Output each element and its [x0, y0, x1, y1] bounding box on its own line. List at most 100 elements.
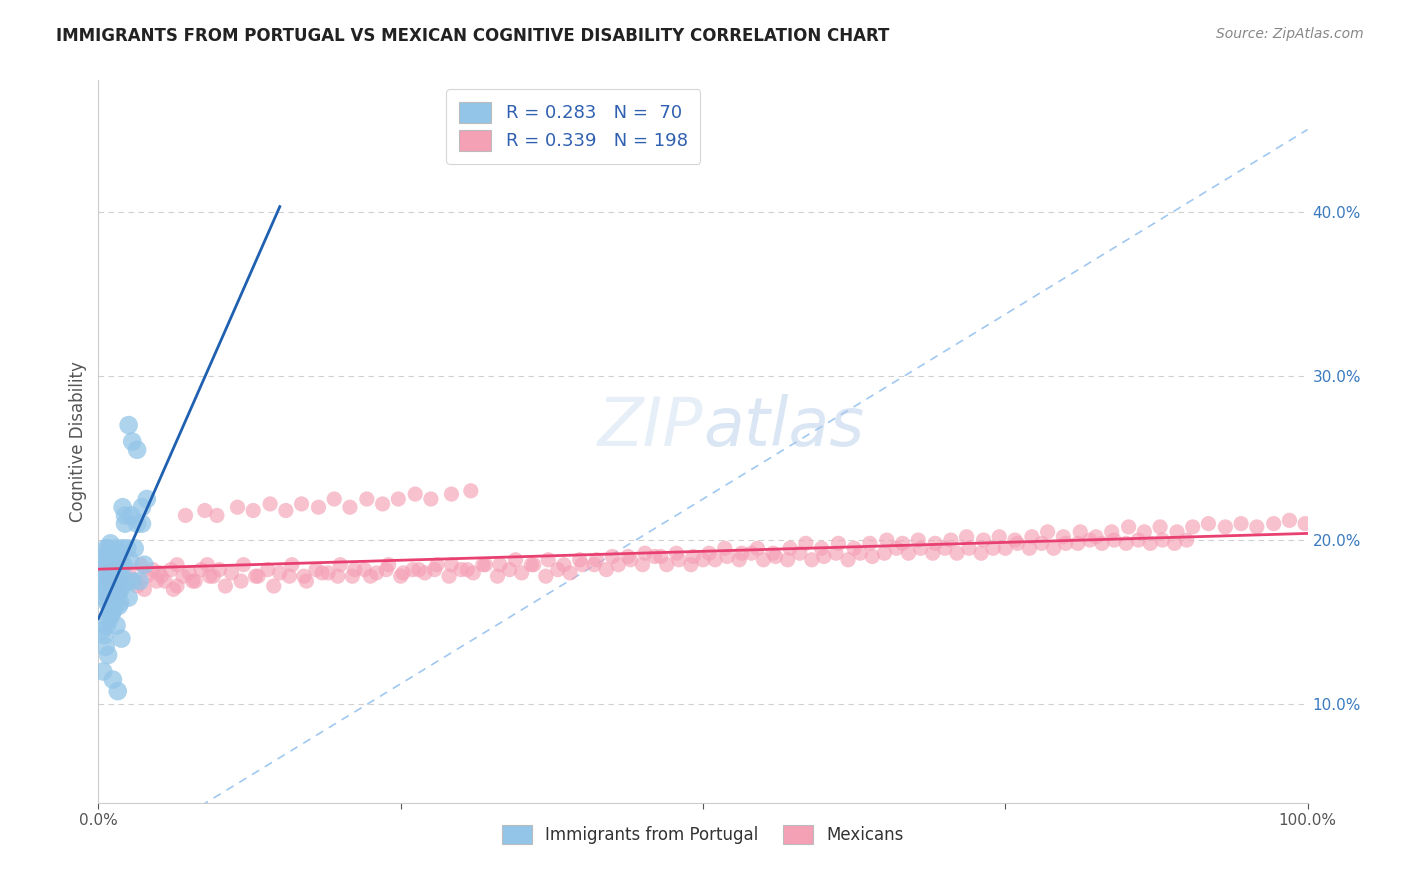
Point	[498, 563, 520, 577]
Point	[713, 541, 735, 556]
Point	[108, 549, 131, 564]
Point	[1007, 536, 1029, 550]
Point	[413, 566, 436, 580]
Point	[859, 536, 882, 550]
Point	[111, 579, 134, 593]
Point	[129, 558, 152, 572]
Point	[93, 591, 115, 605]
Point	[1069, 524, 1091, 539]
Point	[96, 553, 118, 567]
Point	[127, 442, 149, 457]
Point	[97, 648, 120, 662]
Point	[104, 574, 127, 588]
Point	[762, 546, 785, 560]
Point	[1004, 533, 1026, 547]
Point	[100, 591, 122, 605]
Point	[107, 574, 129, 588]
Point	[96, 591, 118, 605]
Point	[263, 579, 285, 593]
Point	[195, 558, 218, 572]
Point	[96, 595, 118, 609]
Point	[1215, 520, 1237, 534]
Point	[356, 491, 378, 506]
Point	[131, 516, 153, 531]
Point	[292, 569, 315, 583]
Point	[910, 541, 932, 556]
Point	[339, 500, 361, 515]
Point	[568, 553, 591, 567]
Point	[366, 566, 388, 580]
Point	[190, 563, 212, 577]
Point	[98, 563, 121, 577]
Point	[353, 563, 375, 577]
Point	[510, 566, 533, 580]
Point	[326, 569, 349, 583]
Point	[752, 553, 775, 567]
Point	[371, 497, 394, 511]
Point	[118, 553, 141, 567]
Y-axis label: Cognitive Disability: Cognitive Disability	[69, 361, 87, 522]
Point	[440, 558, 463, 572]
Point	[111, 541, 134, 556]
Point	[460, 483, 482, 498]
Point	[118, 574, 141, 588]
Point	[585, 553, 607, 567]
Point	[644, 549, 666, 564]
Point	[631, 558, 654, 572]
Point	[103, 599, 125, 613]
Point	[145, 574, 167, 588]
Point	[463, 566, 485, 580]
Point	[907, 533, 929, 547]
Point	[607, 558, 630, 572]
Point	[100, 607, 122, 621]
Point	[105, 541, 128, 556]
Point	[194, 503, 217, 517]
Point	[571, 558, 593, 572]
Point	[107, 558, 129, 572]
Point	[281, 558, 304, 572]
Point	[184, 574, 207, 588]
Point	[1021, 530, 1043, 544]
Point	[221, 566, 243, 580]
Point	[118, 591, 141, 605]
Point	[1230, 516, 1253, 531]
Point	[1197, 516, 1219, 531]
Point	[849, 546, 872, 560]
Point	[256, 563, 278, 577]
Point	[617, 549, 640, 564]
Point	[970, 546, 993, 560]
Point	[489, 558, 512, 572]
Point	[728, 553, 751, 567]
Point	[924, 536, 946, 550]
Point	[205, 508, 228, 523]
Point	[100, 607, 122, 621]
Point	[1149, 520, 1171, 534]
Point	[117, 541, 139, 556]
Point	[731, 546, 754, 560]
Point	[697, 546, 720, 560]
Point	[794, 536, 817, 550]
Point	[602, 549, 624, 564]
Point	[619, 553, 641, 567]
Point	[214, 579, 236, 593]
Point	[1128, 533, 1150, 547]
Point	[91, 582, 114, 597]
Point	[97, 569, 120, 583]
Point	[505, 553, 527, 567]
Point	[101, 574, 124, 588]
Point	[800, 553, 823, 567]
Point	[89, 574, 111, 588]
Point	[110, 558, 132, 572]
Point	[108, 599, 131, 613]
Point	[91, 624, 114, 638]
Point	[124, 541, 146, 556]
Point	[486, 569, 509, 583]
Point	[247, 569, 270, 583]
Point	[94, 579, 117, 593]
Point	[107, 684, 129, 698]
Point	[1052, 530, 1074, 544]
Point	[118, 566, 141, 580]
Point	[179, 566, 201, 580]
Point	[1133, 524, 1156, 539]
Point	[108, 585, 131, 599]
